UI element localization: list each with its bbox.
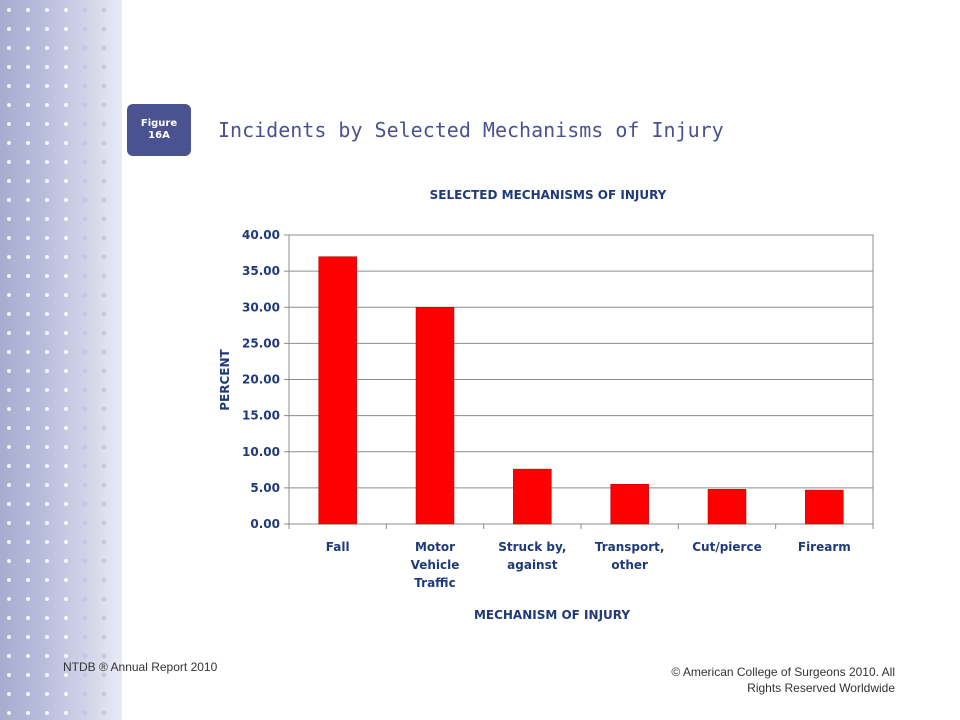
gridlines xyxy=(284,234,874,529)
y-tick-label: 15.00 xyxy=(242,409,280,423)
y-tick-label: 40.00 xyxy=(242,228,280,242)
bar xyxy=(513,468,552,525)
x-tick-label: Firearm xyxy=(798,540,851,554)
x-tick-label: Transport, other xyxy=(595,540,665,572)
y-tick-label: 35.00 xyxy=(242,264,280,278)
y-tick-label: 10.00 xyxy=(242,445,280,459)
slide-title: Incidents by Selected Mechanisms of Inju… xyxy=(218,118,724,142)
y-tick-label: 25.00 xyxy=(242,336,280,350)
y-tick-label: 5.00 xyxy=(250,481,280,495)
bar-chart: SELECTED MECHANISMS OF INJURY 0.00 5.00 10… xyxy=(218,188,874,622)
footer-copyright-line2: Rights Reserved Worldwide xyxy=(747,681,895,695)
dot-pattern xyxy=(7,7,107,716)
bar xyxy=(707,489,747,525)
y-tick-label: 30.00 xyxy=(242,300,280,314)
footer-report-name: NTDB ® Annual Report 2010 xyxy=(63,660,218,674)
x-tick-labels: Fall Motor Vehicle Traffic Struck by, against… xyxy=(326,540,851,590)
bar xyxy=(805,489,844,525)
y-axis-label: PERCENT xyxy=(218,348,232,410)
footer-copyright: © American College of Surgeons 2010. All… xyxy=(655,664,895,696)
y-tick-label: 0.00 xyxy=(250,517,280,531)
x-tick-label: Cut/pierce xyxy=(692,540,761,554)
x-tick-label: Motor Vehicle Traffic xyxy=(411,540,460,590)
bars xyxy=(318,256,844,525)
bar xyxy=(318,256,357,525)
x-tick-label: Struck by, against xyxy=(498,540,566,572)
x-axis-label: MECHANISM OF INJURY xyxy=(474,608,630,622)
decorative-sidebar xyxy=(0,0,122,720)
y-tick-labels: 0.00 5.00 10.00 15.00 20.00 25.00 30.00 35.00 40… xyxy=(242,228,280,531)
figure-badge-line2: 16A xyxy=(148,130,170,141)
figure-badge: Figure 16A xyxy=(127,104,191,156)
figure-badge-line1: Figure xyxy=(140,118,178,129)
footer-copyright-line1: © American College of Surgeons 2010. All xyxy=(671,665,895,679)
bar xyxy=(415,307,455,525)
x-tick-label: Fall xyxy=(326,540,350,554)
chart-title: SELECTED MECHANISMS OF INJURY xyxy=(430,188,667,202)
bar xyxy=(610,484,649,525)
y-tick-label: 20.00 xyxy=(242,373,280,387)
